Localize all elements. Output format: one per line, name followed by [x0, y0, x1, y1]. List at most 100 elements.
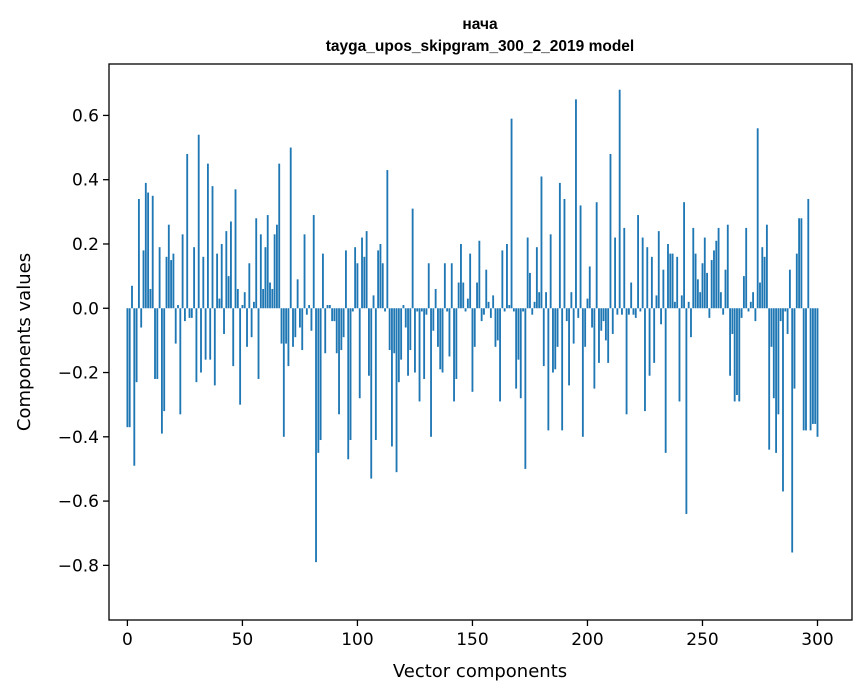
bar — [775, 308, 778, 453]
bar — [485, 269, 488, 309]
bar — [179, 308, 182, 415]
bar — [443, 263, 446, 309]
bar — [745, 227, 748, 309]
bar — [126, 308, 129, 428]
bar — [149, 288, 152, 309]
bar — [706, 272, 708, 309]
bar — [206, 163, 209, 309]
bar — [598, 308, 600, 363]
bar — [531, 308, 534, 315]
bar — [278, 163, 281, 309]
bar — [533, 301, 536, 309]
bar — [305, 308, 308, 315]
bar — [167, 224, 170, 309]
bar — [273, 234, 276, 309]
bar — [687, 301, 690, 309]
bar — [600, 308, 603, 331]
bar — [506, 243, 508, 309]
bar — [717, 227, 720, 309]
bar — [299, 308, 301, 328]
bar — [545, 292, 547, 309]
bar — [547, 308, 550, 431]
bar — [312, 215, 315, 309]
bar — [772, 308, 775, 399]
bar — [188, 308, 191, 318]
bar — [441, 308, 444, 373]
bar — [285, 308, 288, 344]
bar — [439, 308, 442, 370]
bar — [223, 308, 225, 334]
bar — [427, 263, 430, 309]
bar — [795, 253, 798, 309]
bar — [271, 288, 274, 309]
bar — [510, 118, 513, 309]
bar — [259, 234, 262, 309]
bar — [345, 250, 347, 309]
bar — [473, 308, 476, 347]
bar — [703, 237, 706, 309]
bar — [393, 308, 396, 354]
bar — [432, 308, 435, 331]
bar — [411, 208, 414, 309]
bar — [140, 308, 143, 328]
bar — [347, 308, 350, 460]
bar — [788, 269, 791, 309]
bar — [572, 308, 575, 344]
bar — [476, 282, 478, 309]
bar — [377, 250, 380, 309]
bar — [563, 198, 566, 309]
bar — [340, 308, 343, 351]
bar — [248, 263, 251, 309]
bar — [190, 308, 193, 318]
bar — [131, 285, 133, 309]
bar — [621, 308, 623, 315]
bar — [657, 231, 660, 309]
bar — [181, 234, 184, 309]
bar — [282, 308, 285, 437]
bar — [662, 269, 665, 309]
bar — [800, 218, 803, 309]
bar — [193, 247, 196, 309]
bar — [729, 308, 731, 376]
bar — [759, 282, 761, 309]
bar — [466, 298, 469, 309]
bar — [602, 308, 605, 322]
bar — [322, 253, 324, 309]
bar — [324, 308, 327, 354]
bar — [816, 308, 819, 437]
bar — [710, 260, 713, 309]
bar — [807, 198, 810, 309]
bar — [673, 301, 676, 309]
bar — [425, 308, 428, 315]
bar — [420, 308, 423, 312]
bar — [154, 308, 156, 379]
bar — [255, 218, 258, 309]
bar — [540, 176, 543, 309]
y-tick-label: −0.2 — [58, 364, 99, 384]
y-tick-label: −0.8 — [58, 556, 99, 576]
bar — [570, 292, 573, 309]
bar — [158, 247, 161, 309]
bar — [784, 308, 787, 312]
bar — [522, 308, 524, 312]
bar — [480, 308, 483, 322]
bar — [276, 224, 278, 309]
bar — [232, 308, 235, 367]
bar — [137, 198, 140, 309]
bar — [246, 308, 248, 347]
bar — [733, 308, 736, 402]
bar — [577, 308, 580, 318]
bar — [761, 247, 764, 309]
bar — [381, 263, 384, 309]
bar — [584, 308, 587, 347]
bar — [386, 170, 389, 309]
bar — [257, 308, 260, 379]
bar — [404, 308, 407, 328]
bar — [756, 128, 759, 309]
bar — [538, 292, 541, 309]
y-tick-label: 0.0 — [72, 299, 99, 319]
bar-series — [126, 89, 819, 563]
bar — [489, 308, 492, 318]
bar — [558, 182, 561, 309]
bar — [731, 308, 734, 334]
